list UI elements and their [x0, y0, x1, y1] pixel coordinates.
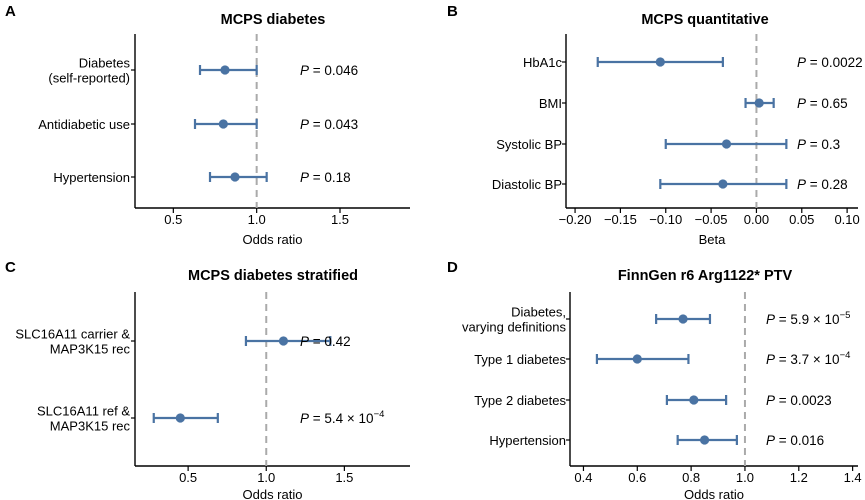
- point-estimate: [278, 336, 289, 346]
- x-tick-label: 1.4: [844, 470, 862, 485]
- point-estimate: [718, 179, 728, 189]
- x-tick-label: 1.0: [257, 470, 275, 485]
- x-tick-label: 1.2: [790, 470, 808, 485]
- p-value-label: P = 0.0022: [797, 55, 863, 70]
- panel-letter: C: [5, 259, 16, 276]
- p-value-label: P = 0.016: [766, 433, 824, 448]
- panel-d: D FinnGen r6 Arg1122* PTV 0.4 0.6 0.8 1.0 1.2 1…: [447, 259, 862, 500]
- p-value-label: P = 0.043: [300, 117, 358, 132]
- x-tick-label: −0.20: [559, 212, 592, 227]
- row-label: varying definitions: [462, 320, 567, 335]
- p-value-label: P = 0.28: [797, 177, 848, 192]
- forest-row: SLC16A11 ref &MAP3K15 rec P = 5.4 × 10−4: [37, 404, 384, 434]
- row-label: MAP3K15 rec: [50, 342, 131, 357]
- p-value-label: P = 5.9 × 10−5: [766, 310, 850, 327]
- point-estimate: [175, 413, 185, 423]
- x-tick-label: 1.0: [736, 470, 754, 485]
- x-tick-label: 1.0: [248, 212, 266, 227]
- x-tick-label: −0.05: [695, 212, 728, 227]
- panel-letter: B: [447, 3, 458, 20]
- x-tick-label: −0.15: [604, 212, 637, 227]
- panel-b: B MCPS quantitative −0.20 −0.15 −0.10 −0.05 0.…: [447, 3, 863, 247]
- x-tick-label: 0.5: [164, 212, 182, 227]
- point-estimate: [220, 65, 230, 75]
- forest-row: Diabetes(self-reported) P = 0.046: [48, 56, 358, 86]
- x-tick-label: 0.6: [628, 470, 646, 485]
- x-tick-label: 0.5: [179, 470, 197, 485]
- row-label: Type 1 diabetes: [474, 352, 566, 367]
- panel-letter: A: [5, 3, 16, 20]
- point-estimate: [699, 435, 710, 445]
- row-label: HbA1c: [523, 55, 563, 70]
- row-label: (self-reported): [48, 71, 130, 86]
- forest-row: HbA1c P = 0.0022: [523, 55, 863, 70]
- x-axis-label: Beta: [699, 232, 727, 247]
- forest-row: Hypertension P = 0.18: [53, 170, 350, 185]
- row-label: Diastolic BP: [492, 177, 562, 192]
- forest-row: SLC16A11 carrier &MAP3K15 rec P = 0.42: [15, 327, 350, 357]
- forest-row: Antidiabetic use P = 0.043: [38, 117, 358, 132]
- panel-title: FinnGen r6 Arg1122* PTV: [618, 268, 793, 284]
- p-value-label: P = 0.3: [797, 137, 840, 152]
- forest-row: Type 2 diabetes P = 0.0023: [474, 393, 832, 408]
- p-value-label: P = 0.0023: [766, 393, 832, 408]
- p-value-label: P = 5.4 × 10−4: [300, 409, 384, 426]
- row-label: MAP3K15 rec: [50, 419, 131, 434]
- forest-row: Type 1 diabetes P = 3.7 × 10−4: [474, 350, 850, 367]
- x-tick-label: −0.10: [649, 212, 682, 227]
- point-estimate: [754, 98, 764, 108]
- panel-title: MCPS diabetes stratified: [188, 268, 358, 284]
- x-tick-label: 0.10: [834, 212, 859, 227]
- p-value-label: P = 0.42: [300, 334, 351, 349]
- row-label: SLC16A11 carrier &: [15, 327, 130, 342]
- p-value-label: P = 0.18: [300, 170, 351, 185]
- point-estimate: [655, 57, 665, 67]
- point-estimate: [689, 395, 699, 405]
- row-label: Diabetes: [79, 56, 131, 71]
- forest-row: Diastolic BP P = 0.28: [492, 177, 848, 192]
- row-label: SLC16A11 ref &: [37, 404, 130, 419]
- row-label: Hypertension: [489, 433, 566, 448]
- forest-row: Diabetes,varying definitions P = 5.9 × 10…: [462, 305, 850, 335]
- forest-row: Hypertension P = 0.016: [489, 433, 824, 448]
- x-tick-label: 0.00: [744, 212, 769, 227]
- x-tick-label: 0.4: [574, 470, 592, 485]
- x-tick-label: 0.8: [682, 470, 700, 485]
- point-estimate: [632, 354, 642, 364]
- x-tick-label: 1.5: [331, 212, 349, 227]
- point-estimate: [218, 119, 228, 129]
- row-label: Diabetes,: [511, 305, 566, 320]
- panel-title: MCPS quantitative: [641, 12, 768, 28]
- point-estimate: [230, 172, 240, 182]
- point-estimate: [678, 314, 688, 324]
- p-value-label: P = 0.046: [300, 63, 358, 78]
- row-label: BMI: [539, 96, 562, 111]
- panel-title: MCPS diabetes: [221, 12, 326, 28]
- x-axis-label: Odds ratio: [243, 232, 303, 247]
- p-value-label: P = 3.7 × 10−4: [766, 350, 850, 367]
- row-label: Hypertension: [53, 170, 130, 185]
- panel-a: A MCPS diabetes 0.5 1.0 1.5 Odds ratio Diabete…: [5, 3, 410, 247]
- forest-row: BMI P = 0.65: [539, 96, 848, 111]
- panel-letter: D: [447, 259, 458, 276]
- row-label: Systolic BP: [496, 137, 562, 152]
- x-axis-label: Odds ratio: [243, 487, 303, 500]
- x-axis-label: Odds ratio: [684, 487, 744, 500]
- row-label: Type 2 diabetes: [474, 393, 566, 408]
- x-tick-label: 0.05: [789, 212, 814, 227]
- x-tick-label: 1.5: [335, 470, 353, 485]
- p-value-label: P = 0.65: [797, 96, 848, 111]
- row-label: Antidiabetic use: [38, 117, 130, 132]
- forest-row: Systolic BP P = 0.3: [496, 137, 840, 152]
- panel-c: C MCPS diabetes stratified 0.5 1.0 1.5 Odds r…: [5, 259, 410, 500]
- point-estimate: [721, 139, 732, 149]
